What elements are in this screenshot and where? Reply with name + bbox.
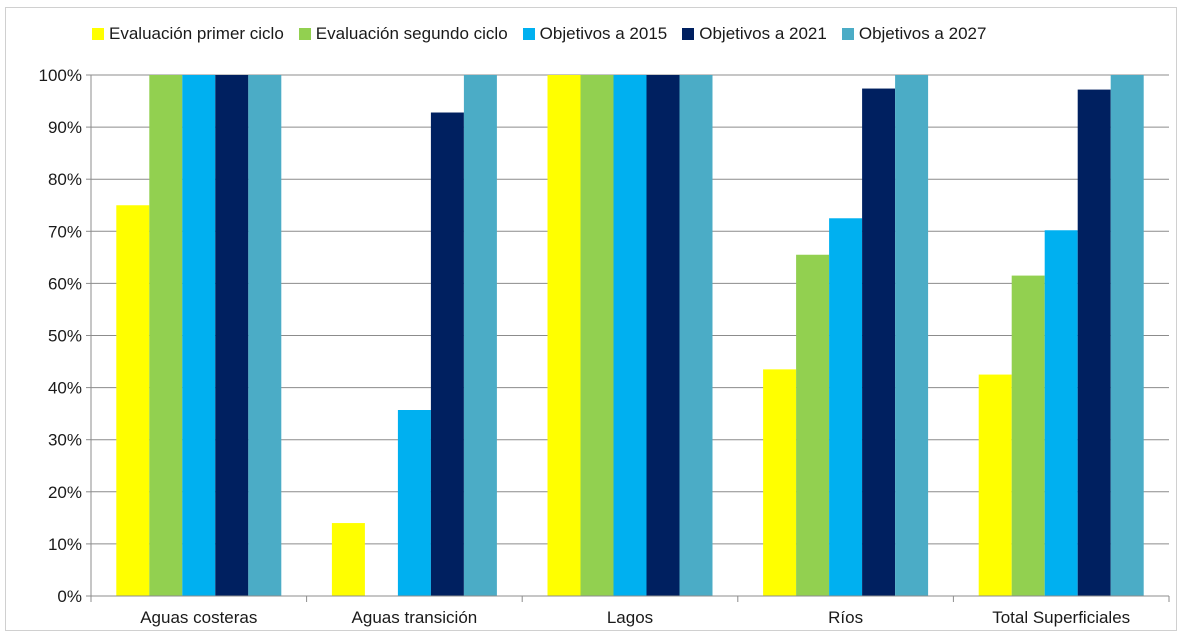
legend-swatch	[522, 28, 535, 40]
x-tick-label: Ríos	[828, 608, 863, 627]
y-tick-label: 70%	[48, 222, 82, 241]
y-tick-label: 50%	[48, 327, 82, 346]
legend-item-objetivos-a-2021: Objetivos a 2021	[682, 24, 827, 44]
bar-total-superficiales-evaluacion-primer-ciclo	[978, 374, 1012, 596]
bar-total-superficiales-objetivos-a-2015	[1044, 230, 1078, 596]
y-tick-label: 0%	[57, 587, 82, 606]
legend-swatch	[298, 28, 311, 40]
bar-lagos-evaluacion-segundo-ciclo	[580, 75, 614, 596]
bar-aguas-transicion-objetivos-a-2027	[463, 75, 497, 596]
bar-lagos-objetivos-a-2021	[646, 75, 680, 596]
y-tick-label: 100%	[39, 66, 82, 85]
bar-total-superficiales-objetivos-a-2021	[1077, 89, 1111, 596]
bar-rios-evaluacion-primer-ciclo	[763, 369, 797, 596]
bar-lagos-evaluacion-primer-ciclo	[547, 75, 581, 596]
legend-label: Objetivos a 2027	[858, 24, 987, 43]
x-tick-label: Aguas costeras	[140, 608, 257, 627]
axes	[86, 74, 1170, 602]
y-tick-label: 60%	[48, 274, 82, 293]
legend: Evaluación primer ciclo Evaluación segund…	[92, 24, 986, 44]
bar-aguas-costeras-evaluacion-primer-ciclo	[116, 205, 150, 596]
y-tick-label: 40%	[48, 379, 82, 398]
bar-aguas-transicion-evaluacion-primer-ciclo	[331, 523, 365, 596]
y-tick-label: 30%	[48, 431, 82, 450]
bar-rios-objetivos-a-2027	[895, 75, 929, 596]
legend-item-evaluacion-primer-ciclo: Evaluación primer ciclo	[92, 24, 284, 44]
y-axis-ticks: 0% 10% 20% 30% 40% 50% 60% 70% 80% 90% 100%	[39, 66, 82, 606]
bar-aguas-transicion-objetivos-a-2015	[397, 410, 431, 596]
legend-swatch	[682, 28, 695, 40]
x-tick-label: Total Superficiales	[992, 608, 1130, 627]
legend-label: Objetivos a 2015	[539, 24, 668, 43]
bar-aguas-costeras-objetivos-a-2015	[182, 75, 216, 596]
bar-total-superficiales-objetivos-a-2027	[1110, 75, 1144, 596]
x-tick-label: Lagos	[607, 608, 653, 627]
y-tick-label: 20%	[48, 483, 82, 502]
legend-item-evaluacion-segundo-ciclo: Evaluación segundo ciclo	[298, 24, 508, 44]
legend-item-objetivos-a-2027: Objetivos a 2027	[841, 24, 987, 44]
bar-lagos-objetivos-a-2027	[679, 75, 713, 596]
bars	[116, 75, 1144, 597]
bar-aguas-transicion-objetivos-a-2021	[430, 112, 464, 597]
legend-label: Objetivos a 2021	[699, 24, 827, 43]
bar-rios-objetivos-a-2015	[829, 218, 863, 596]
x-tick-label: Aguas transición	[352, 608, 478, 627]
legend-label: Evaluación segundo ciclo	[315, 24, 508, 43]
bar-aguas-costeras-evaluacion-segundo-ciclo	[149, 75, 183, 596]
bar-rios-evaluacion-segundo-ciclo	[796, 254, 830, 596]
x-axis-ticks: Aguas costeras Aguas transición Lagos Ríos T…	[140, 608, 1130, 627]
y-tick-label: 90%	[48, 118, 82, 137]
bar-rios-objetivos-a-2021	[862, 88, 896, 597]
legend-swatch	[92, 28, 104, 40]
y-tick-label: 80%	[48, 170, 82, 189]
bar-lagos-objetivos-a-2015	[613, 75, 647, 596]
legend-item-objetivos-a-2015: Objetivos a 2015	[522, 24, 668, 44]
legend-label: Evaluación primer ciclo	[109, 24, 284, 43]
bar-total-superficiales-evaluacion-segundo-ciclo	[1011, 275, 1045, 596]
legend-swatch	[841, 28, 854, 40]
y-tick-label: 10%	[48, 535, 82, 554]
bar-aguas-costeras-objetivos-a-2021	[215, 75, 249, 596]
bar-aguas-costeras-objetivos-a-2027	[248, 75, 282, 596]
